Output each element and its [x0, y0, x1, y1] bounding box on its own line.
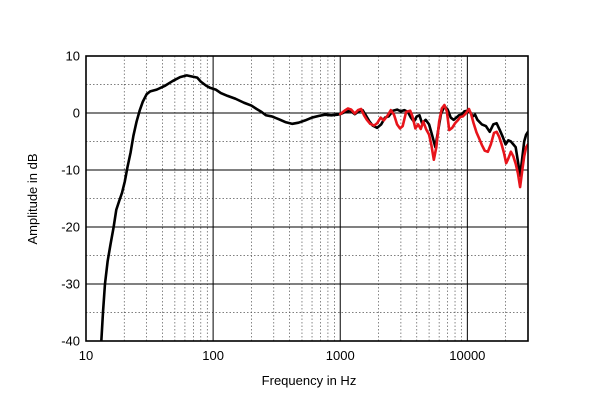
- series-layer: [100, 74, 528, 341]
- x-tick-label: 1000: [326, 348, 355, 363]
- response-line-red: [338, 103, 528, 189]
- y-tick-label: -30: [61, 277, 80, 292]
- major-grid: [86, 56, 528, 341]
- x-tick-label: 10: [79, 348, 93, 363]
- x-tick-labels: 10 100 1000 10000: [79, 348, 486, 363]
- minor-grid: [86, 56, 528, 341]
- y-tick-label: 0: [73, 106, 80, 121]
- y-tick-label: -20: [61, 220, 80, 235]
- y-axis-title: Amplitude in dB: [25, 153, 40, 244]
- y-tick-labels: 10 0 -10 -20 -30 -40: [61, 49, 80, 349]
- y-tick-label: -10: [61, 163, 80, 178]
- x-axis-title: Frequency in Hz: [262, 373, 357, 388]
- x-tick-label: 100: [202, 348, 224, 363]
- y-tick-label: -40: [61, 334, 80, 349]
- x-tick-label: 10000: [449, 348, 485, 363]
- y-tick-label: 10: [66, 49, 80, 64]
- plot-frame: [85, 55, 529, 342]
